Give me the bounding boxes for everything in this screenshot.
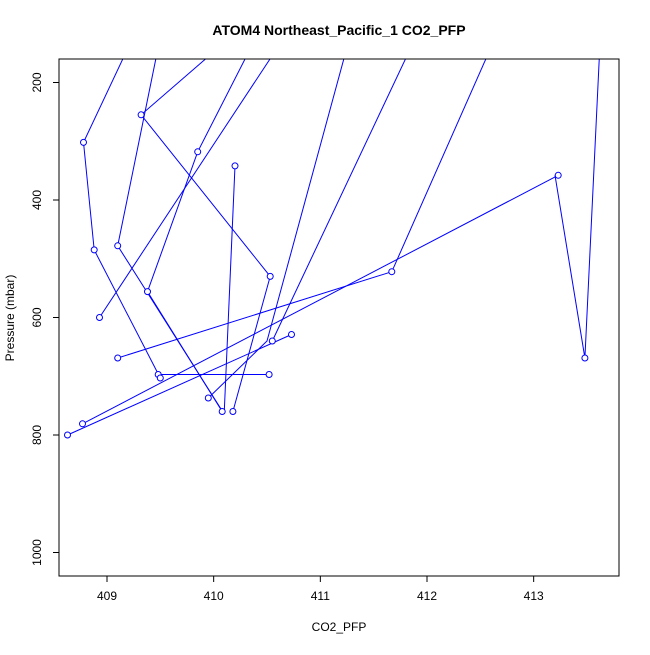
data-point [114, 242, 122, 250]
data-point [554, 171, 562, 179]
series-line-segment [82, 59, 161, 379]
data-point [218, 408, 226, 415]
data-point [114, 354, 122, 362]
data-point [79, 420, 86, 428]
series-line-segment [67, 334, 292, 436]
data-point [388, 268, 396, 276]
data-point [288, 331, 295, 338]
data-point [137, 111, 145, 119]
x-axis-label: CO2_PFP [312, 620, 367, 634]
data-point [266, 272, 274, 280]
series-line-segment [207, 59, 345, 399]
x-axis: 409 410 411 412 413 [97, 576, 544, 603]
data-point [268, 337, 276, 345]
y-tick-label: 600 [30, 307, 44, 327]
y-axis: 200 400 600 800 1000 [30, 72, 59, 566]
y-tick-label: 1000 [30, 539, 44, 566]
y-tick-label: 200 [30, 72, 44, 92]
plot-area [64, 59, 600, 439]
x-tick-label: 413 [524, 589, 544, 603]
x-tick-label: 412 [417, 589, 437, 603]
x-tick-label: 409 [97, 589, 117, 603]
series-line-segment [391, 59, 487, 272]
data-point [156, 374, 164, 382]
series-line-segment [146, 59, 246, 412]
data-point [64, 431, 71, 439]
x-tick-label: 410 [204, 589, 224, 603]
series-line-segment [223, 165, 236, 411]
chart-title: ATOM4 Northeast_Pacific_1 CO2_PFP [212, 22, 465, 38]
y-tick-label: 800 [30, 425, 44, 445]
data-point [90, 246, 98, 254]
data-point [265, 371, 273, 378]
data-point [194, 148, 202, 156]
series-line-segment [82, 174, 559, 425]
data-point [80, 138, 87, 146]
series-line-segment [271, 59, 407, 342]
data-point [144, 288, 151, 296]
y-axis-label: Pressure (mbar) [3, 275, 17, 362]
data-point [96, 314, 103, 321]
data-point [231, 162, 239, 170]
data-point [581, 354, 589, 362]
data-point [229, 408, 237, 415]
x-tick-label: 411 [311, 589, 330, 603]
series-line-segment [140, 59, 271, 412]
series-line-segment [99, 59, 271, 318]
y-tick-label: 400 [30, 190, 44, 210]
data-point [204, 394, 212, 402]
